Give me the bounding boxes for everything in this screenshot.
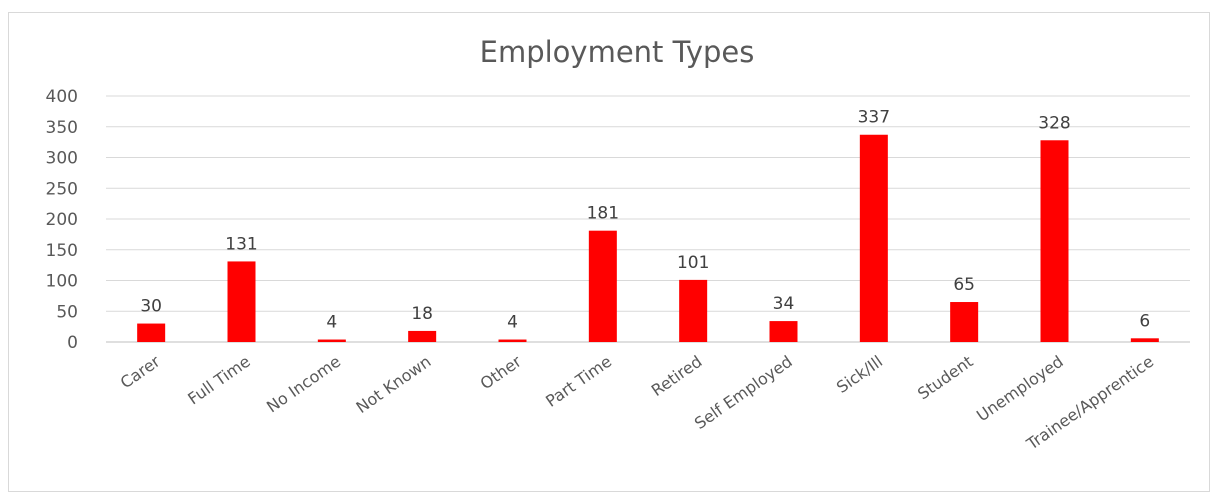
data-label-carer: 30 [140,297,162,317]
category-label-unemployed: Unemployed [973,352,1067,426]
data-label-trainee-apprentice: 6 [1139,311,1150,331]
y-tick-label-50: 50 [56,302,78,322]
data-labels: 30 131 4 18 4 181 101 34 337 65 328 6 [140,108,1150,333]
category-label-not-known: Not Known [352,352,434,417]
bar-full-time [227,261,256,342]
bar-retired [679,279,708,342]
data-label-no-income: 4 [326,313,337,333]
data-label-unemployed: 328 [1038,113,1070,133]
bars [137,134,1159,342]
data-label-self-employed: 34 [773,294,795,314]
gridlines [106,95,1190,312]
category-label-self-employed: Self Employed [691,352,796,433]
data-label-other: 4 [507,313,518,333]
data-label-part-time: 181 [587,204,619,224]
data-label-not-known: 18 [411,304,433,324]
category-label-no-income: No Income [263,352,344,417]
bar-no-income [317,339,346,342]
bar-other [498,339,527,342]
bar-unemployed [1040,140,1069,342]
y-tick-label-0: 0 [67,333,78,353]
y-tick-label-250: 250 [46,179,78,199]
bar-self-employed [769,321,798,342]
x-axis-category-labels: Carer Full Time No Income Not Known Other Par… [117,351,1157,454]
category-label-student: Student [914,352,976,404]
bar-student [950,302,979,342]
category-label-carer: Carer [117,351,164,392]
y-tick-label-200: 200 [46,210,78,230]
bar-trainee-apprentice [1130,338,1159,342]
category-label-retired: Retired [648,352,706,400]
data-label-student: 65 [953,275,975,295]
bar-part-time [588,230,617,342]
y-tick-label-300: 300 [46,149,78,169]
data-label-sick-ill: 337 [858,108,890,128]
category-label-sick-ill: Sick/Ill [833,352,886,397]
bar-carer [137,323,166,342]
y-tick-label-400: 400 [46,87,78,107]
category-label-full-time: Full Time [184,352,254,409]
chart-title: Employment Types [480,35,755,69]
bar-sick-ill [859,134,888,342]
category-label-other: Other [477,351,525,393]
category-label-part-time: Part Time [542,352,615,411]
data-label-retired: 101 [677,253,709,273]
bar-not-known [408,330,437,342]
y-tick-label-150: 150 [46,241,78,261]
y-tick-label-100: 100 [46,272,78,292]
y-tick-label-350: 350 [46,118,78,138]
y-axis-tick-labels: 0 50 100 150 200 250 300 350 400 [46,87,78,353]
data-label-full-time: 131 [225,234,257,254]
